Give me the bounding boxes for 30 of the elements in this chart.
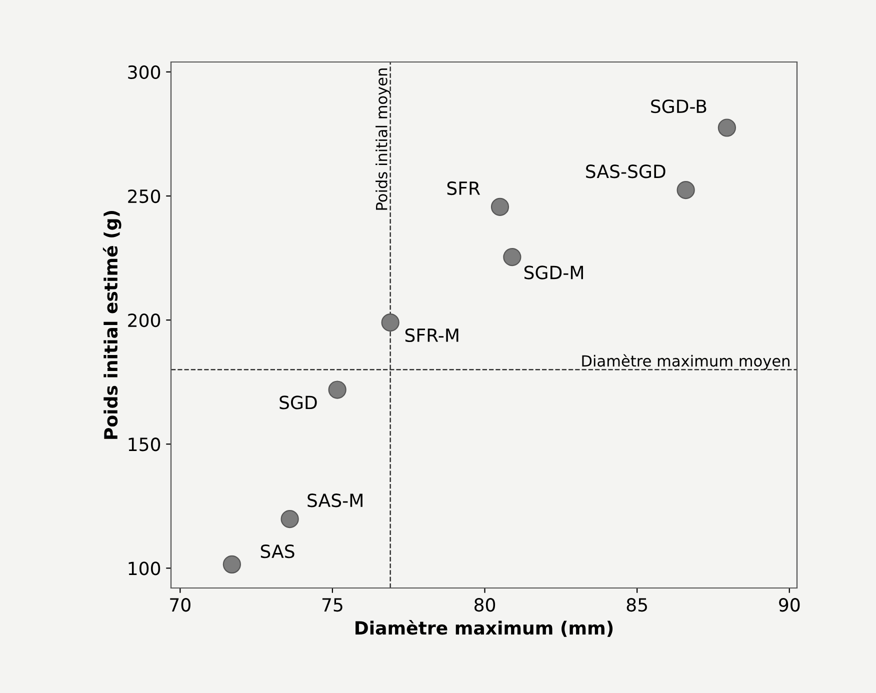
data-label: SFR-M (405, 328, 458, 342)
y-axis-title: Poids initial estimé (g) (102, 211, 122, 439)
point (280, 510, 299, 528)
point (490, 198, 510, 216)
point (676, 180, 695, 200)
ref-line-label: Diamètre maximum moyen (582, 354, 790, 370)
point (718, 118, 736, 137)
y-tick-label: 300 (128, 65, 160, 80)
x-tick-label: 85 (626, 598, 647, 612)
data-label: SFR (447, 181, 480, 196)
data-label: SGD (280, 396, 317, 410)
data-label: SAS-SGD (586, 164, 666, 178)
point (503, 248, 522, 266)
data-label: SAS-M (308, 494, 362, 508)
y-tick-label: 100 (128, 562, 160, 576)
x-tick-label: 90 (779, 598, 800, 612)
point (222, 555, 241, 574)
x-tick-label: 75 (322, 598, 342, 612)
data-label: SGD-B (651, 99, 706, 114)
point (328, 380, 346, 399)
x-tick-label: 70 (170, 598, 190, 612)
data-label: SAS (260, 544, 294, 558)
ref-line-label: Poids initial moyen (376, 68, 390, 210)
x-tick-label: 80 (474, 598, 496, 612)
x-axis-title: Diamètre maximum (mm) (356, 620, 613, 637)
y-tick-label: 200 (128, 313, 160, 328)
y-tick-label: 250 (128, 189, 160, 204)
y-tick-label: 150 (128, 438, 160, 452)
point (381, 313, 400, 332)
data-label: SGD-M (524, 266, 583, 280)
